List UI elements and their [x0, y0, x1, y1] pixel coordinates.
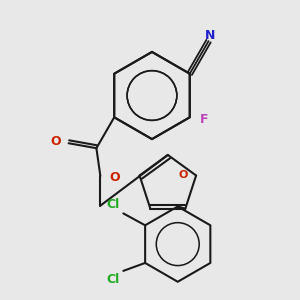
Text: Cl: Cl — [106, 198, 119, 212]
Text: F: F — [200, 113, 208, 126]
Text: O: O — [179, 170, 188, 181]
Text: Cl: Cl — [106, 273, 119, 286]
Text: N: N — [206, 29, 216, 42]
Text: O: O — [50, 135, 61, 148]
Text: O: O — [109, 171, 120, 184]
